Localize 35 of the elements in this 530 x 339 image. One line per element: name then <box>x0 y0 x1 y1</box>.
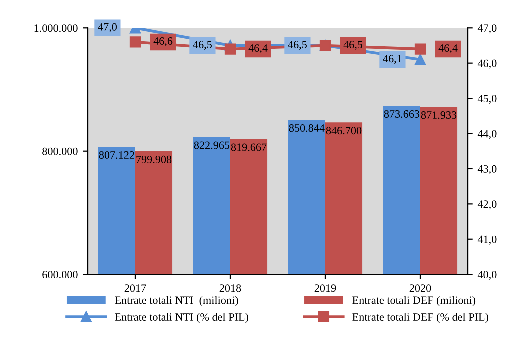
data-label: 46,4 <box>248 44 268 54</box>
data-label: 871.933 <box>421 112 457 120</box>
data-label: 46,1 <box>383 55 402 64</box>
data-label: 819.667 <box>231 144 267 152</box>
data-label: 46,4 <box>438 44 458 54</box>
y2-tick-label: 44,0 <box>478 130 497 140</box>
y2-tick-label: 43,0 <box>478 165 497 175</box>
data-label: 846.700 <box>326 127 362 135</box>
data-label: 46,6 <box>154 38 173 47</box>
data-label: 46,5 <box>288 41 307 50</box>
y-tick-label: 800.000 <box>42 148 78 156</box>
data-label: 46,5 <box>344 41 363 50</box>
y-tick-label: 600.000 <box>42 271 78 279</box>
y2-tick-label: 41,0 <box>478 236 497 245</box>
y2-tick-label: 46,0 <box>478 60 497 69</box>
legend-label: Entrate totali NTI (milioni) <box>115 296 238 306</box>
data-label: 807.122 <box>99 151 134 160</box>
x-tick-label: 2018 <box>220 284 242 292</box>
data-label: 850.844 <box>289 124 325 132</box>
y2-tick-label: 45,0 <box>478 95 497 104</box>
y-tick-label: 1.000.000 <box>34 24 78 32</box>
y2-tick-label: 42,0 <box>478 200 497 210</box>
data-label: 822.965 <box>194 142 230 150</box>
data-label: 46,5 <box>193 41 212 50</box>
legend-label: Entrate totali DEF (% del PIL) <box>352 313 489 324</box>
x-tick-label: 2017 <box>124 284 146 292</box>
legend-label: Entrate totali NTI (% del PIL) <box>115 313 248 324</box>
data-label: 47,0 <box>98 23 117 33</box>
y2-tick-label: 40,0 <box>478 271 497 280</box>
x-tick-label: 2020 <box>410 284 432 292</box>
x-tick-label: 2019 <box>314 284 336 292</box>
legend-label: Entrate totali DEF (milioni) <box>352 296 476 306</box>
data-label: 873.663 <box>384 110 420 118</box>
data-label: 799.908 <box>136 156 172 164</box>
y2-tick-label: 47,0 <box>478 24 497 34</box>
